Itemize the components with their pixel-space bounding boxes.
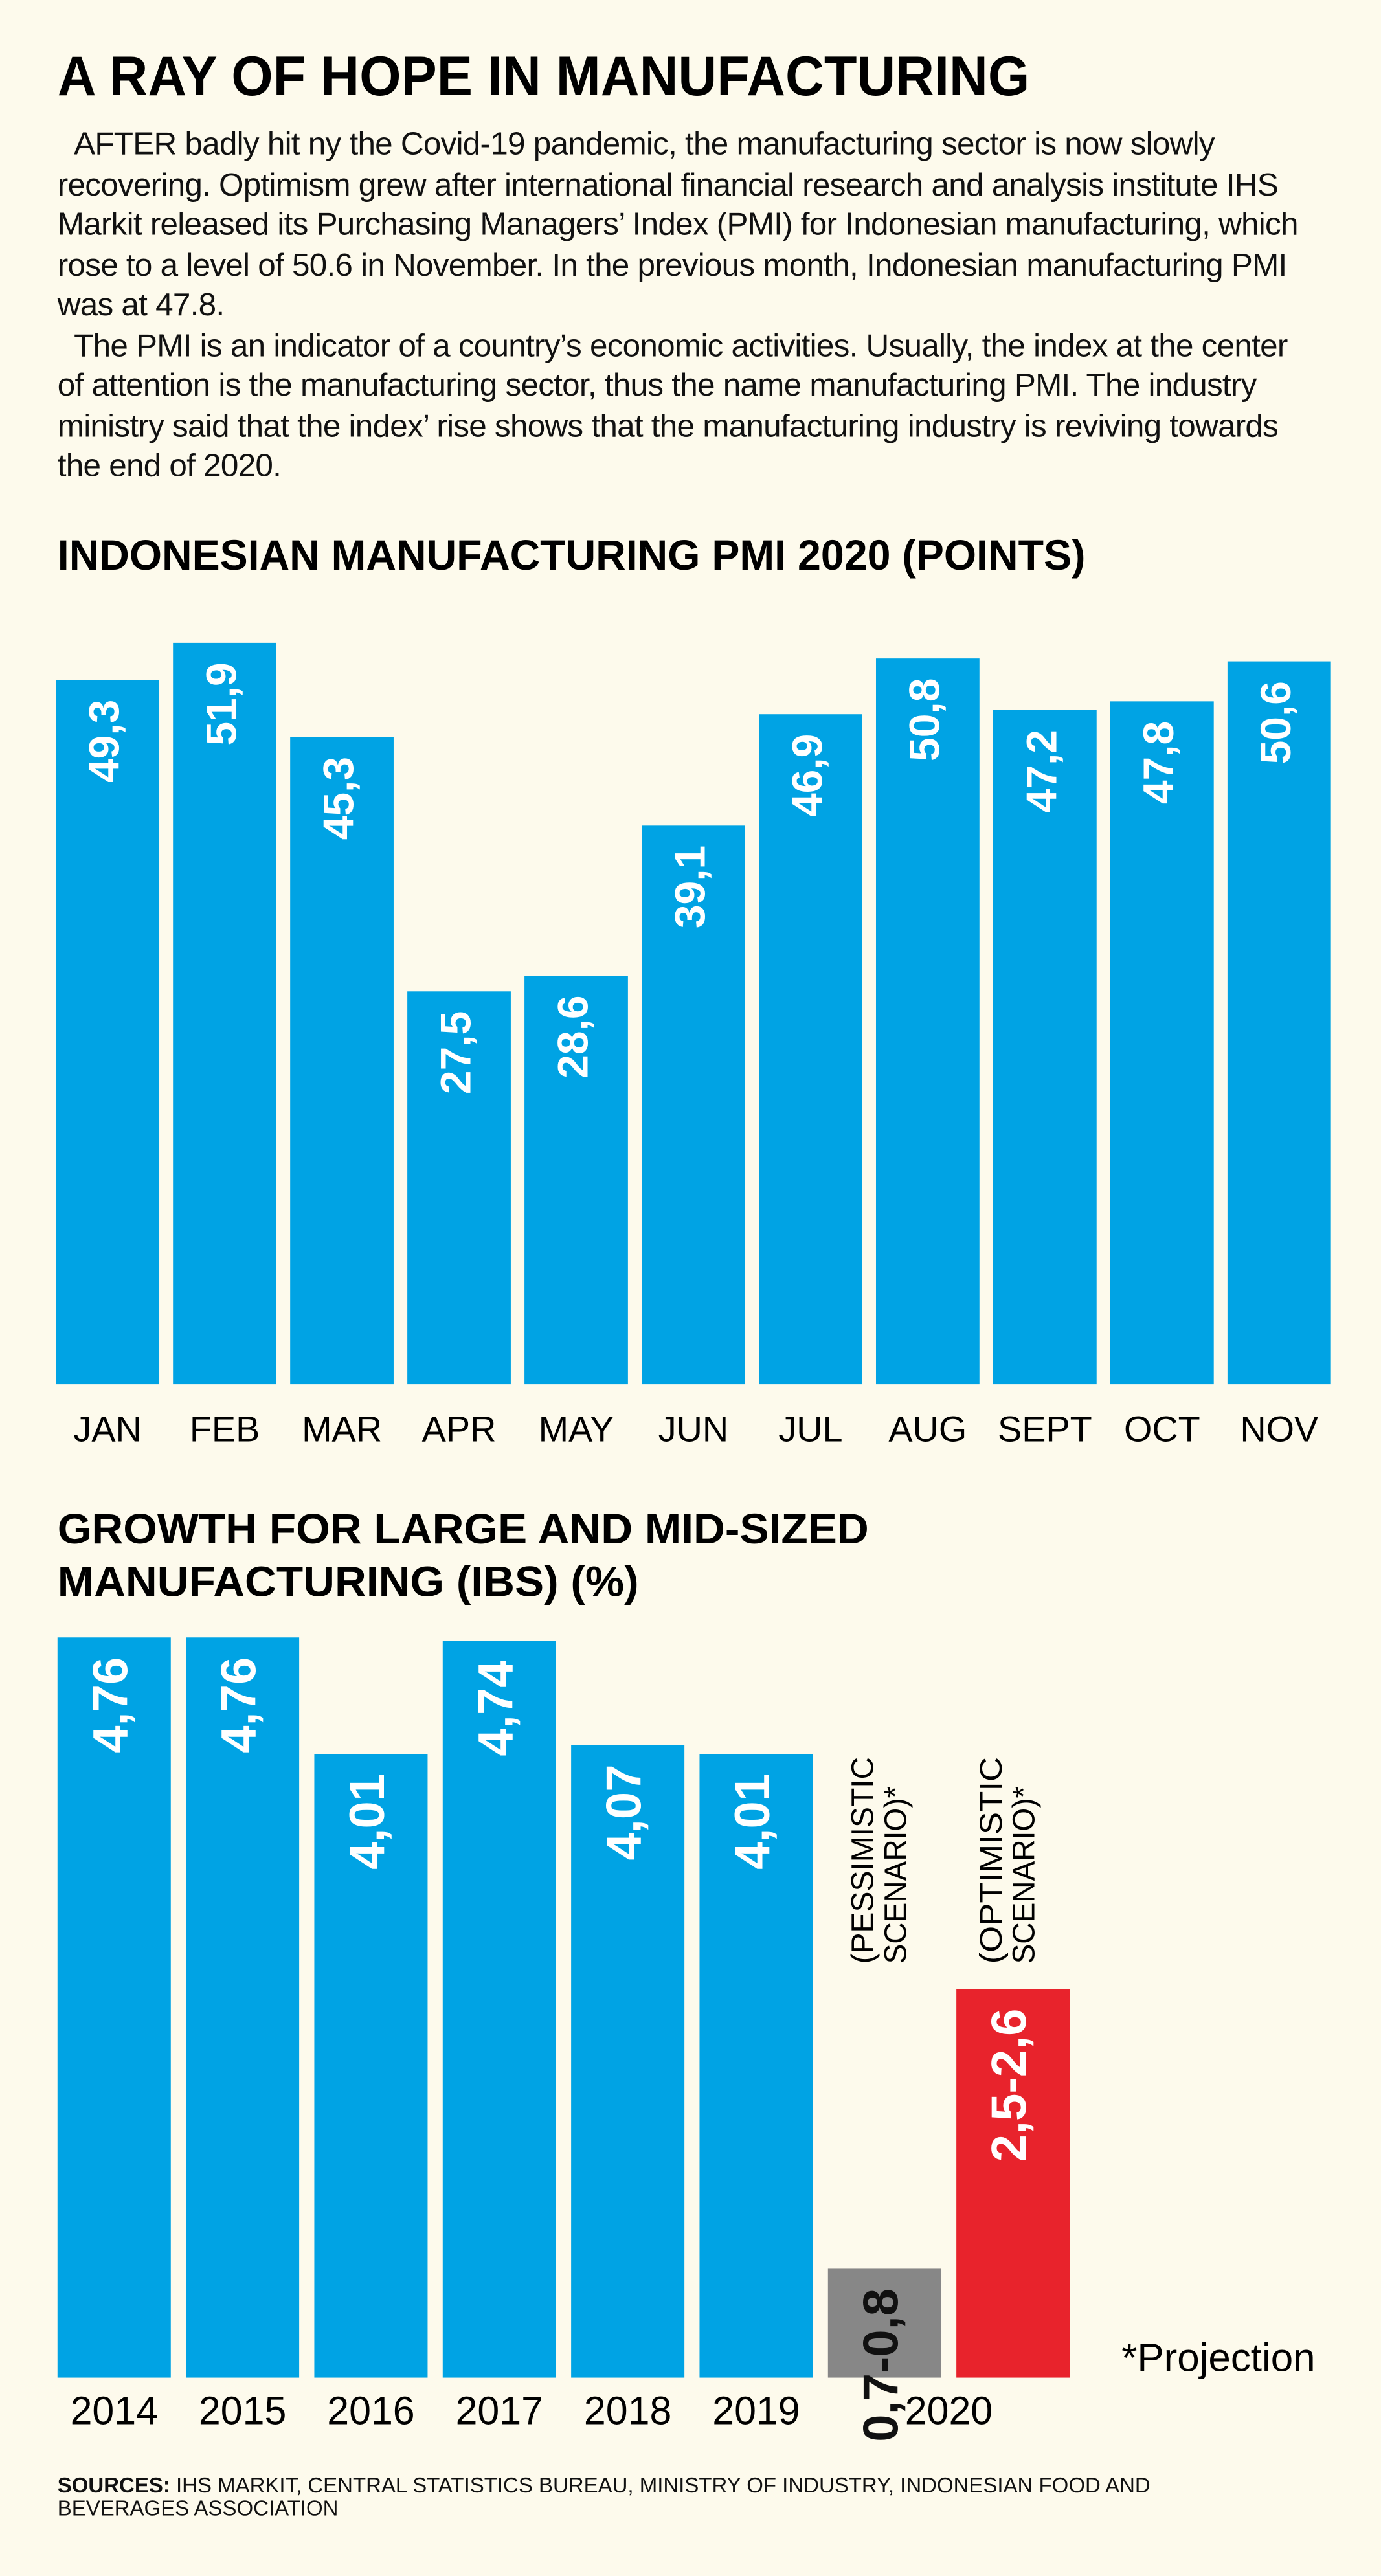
- page-title: A RAY OF HOPE IN MANUFACTURING: [58, 45, 1029, 107]
- bar: [290, 737, 394, 1385]
- paragraph: AFTER badly hit ny the Covid-19 pandemic…: [57, 126, 1299, 324]
- x-tick-label: MAR: [302, 1408, 382, 1449]
- x-tick-label: OCT: [1124, 1408, 1200, 1449]
- x-tick-label: 2016: [327, 2388, 414, 2432]
- bar: [56, 680, 160, 1385]
- x-tick-label: NOV: [1240, 1408, 1318, 1449]
- value-label: 4,74: [468, 1661, 523, 1756]
- annotation: SCENARIO)*: [878, 1786, 913, 1964]
- value-label: 47,8: [1134, 721, 1182, 804]
- x-tick-label: SEPT: [998, 1408, 1092, 1449]
- intro-text: AFTER badly hit ny the Covid-19 pandemic…: [58, 125, 1306, 487]
- value-label: 49,3: [80, 700, 128, 783]
- annotation: SCENARIO)*: [1007, 1786, 1042, 1964]
- note: *Projection: [1121, 2335, 1315, 2379]
- bar: [442, 1641, 556, 2378]
- value-label: 45,3: [314, 757, 362, 840]
- bar: [524, 976, 628, 1385]
- value-label: 50,8: [900, 678, 948, 761]
- value-label: 46,9: [783, 734, 831, 817]
- chart-title: INDONESIAN MANUFACTURING PMI 2020 (POINT…: [58, 531, 1086, 579]
- annotation: (OPTIMISTIC: [974, 1757, 1009, 1964]
- value-label: 28,6: [548, 995, 596, 1078]
- bar: [407, 991, 511, 1385]
- value-label: 4,76: [212, 1657, 267, 1753]
- x-tick-label: AUG: [888, 1408, 967, 1449]
- annotation: (PESSIMISTIC: [846, 1757, 881, 1964]
- chart-title: GROWTH FOR LARGE AND MID-SIZED: [58, 1505, 869, 1552]
- bar: [993, 710, 1097, 1385]
- value-label: 4,01: [725, 1774, 780, 1870]
- sources: SOURCES: IHS MARKIT, CENTRAL STATISTICS …: [58, 2474, 1273, 2520]
- x-tick-label: 2015: [199, 2388, 286, 2432]
- bar: [956, 1989, 1070, 2378]
- value-label: 4,01: [340, 1774, 395, 1870]
- bar: [173, 642, 276, 1385]
- x-tick-label: JUL: [778, 1408, 842, 1449]
- x-tick-label: 2018: [584, 2388, 671, 2432]
- value-label: 39,1: [666, 846, 713, 928]
- value-label: 51,9: [197, 662, 245, 745]
- bar: [875, 658, 980, 1385]
- group-label: 2020: [905, 2388, 993, 2432]
- x-tick-label: FEB: [190, 1408, 260, 1449]
- value-label: 27,5: [431, 1011, 479, 1094]
- sources-label: SOURCES:: [57, 2472, 170, 2498]
- bar: [571, 1744, 685, 2378]
- value-label: 0,7-0,8: [853, 2289, 908, 2442]
- value-label: 4,76: [83, 1657, 138, 1753]
- bar: [57, 1637, 171, 2378]
- value-label: 50,6: [1252, 681, 1299, 764]
- bar: [827, 2268, 941, 2378]
- sources-text: IHS MARKIT, CENTRAL STATISTICS BUREAU, M…: [57, 2472, 1151, 2521]
- x-tick-label: JUN: [658, 1408, 728, 1449]
- bar: [1227, 661, 1331, 1385]
- x-tick-label: APR: [422, 1408, 497, 1449]
- chart-title: MANUFACTURING (IBS) (%): [58, 1557, 639, 1605]
- value-label: 47,2: [1017, 730, 1065, 812]
- x-tick-label: 2017: [456, 2388, 543, 2432]
- x-tick-label: 2014: [71, 2388, 158, 2432]
- bar: [314, 1754, 428, 2378]
- bar: [1110, 701, 1214, 1385]
- x-tick-label: MAY: [539, 1408, 614, 1449]
- paragraph: The PMI is an indicator of a country’s e…: [57, 327, 1288, 485]
- value-label: 2,5-2,6: [982, 2009, 1037, 2162]
- x-tick-label: JAN: [73, 1408, 141, 1449]
- x-tick-label: 2019: [712, 2388, 800, 2432]
- value-label: 4,07: [597, 1764, 652, 1860]
- bar: [642, 825, 745, 1385]
- bar: [186, 1637, 300, 2378]
- bar: [699, 1754, 813, 2378]
- bar: [759, 714, 862, 1385]
